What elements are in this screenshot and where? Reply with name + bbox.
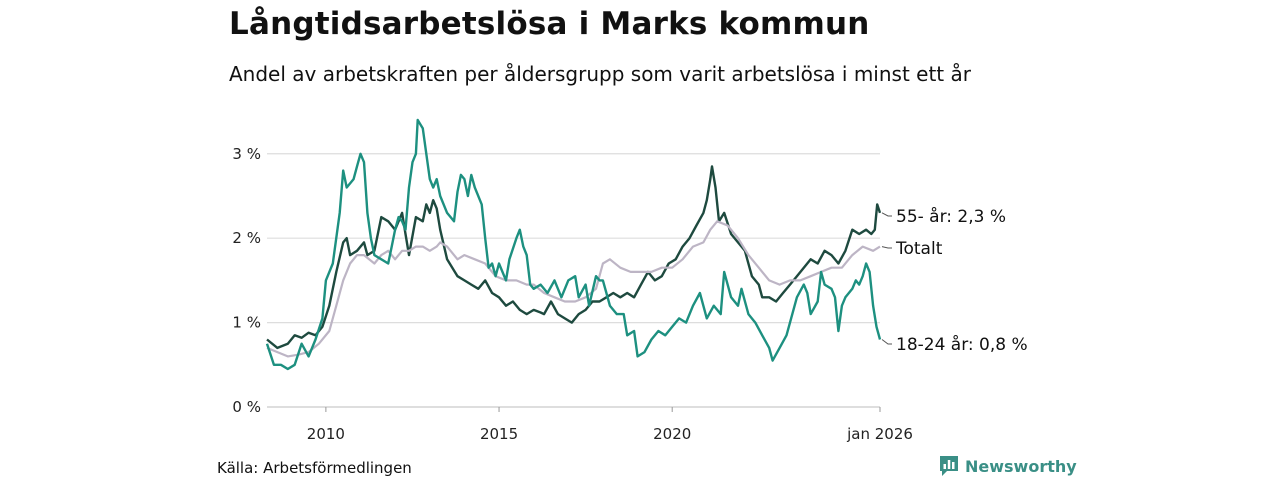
newsworthy-logo-icon <box>940 456 958 476</box>
series-end-label: 18-24 år: 0,8 % <box>896 334 1028 355</box>
series-end-label: 55- år: 2,3 % <box>896 206 1006 227</box>
chart-title: Långtidsarbetslösa i Marks kommun <box>229 6 870 42</box>
brand-logo: Newsworthy <box>939 455 1077 477</box>
y-tick-label: 0 % <box>232 398 261 416</box>
y-tick-label: 3 % <box>232 145 261 163</box>
series-lines <box>265 118 882 371</box>
x-axis: 2010 2015 2020 jan 2026 <box>267 406 913 443</box>
y-tick-label: 1 % <box>232 314 261 332</box>
series-line <box>266 220 881 358</box>
x-tick-label: 2020 <box>653 425 691 443</box>
label-leader-line <box>881 246 892 249</box>
series-end-labels: 55- år: 2,3 % Totalt 18-24 år: 0,8 % <box>881 206 1028 355</box>
x-tick-label: jan 2026 <box>846 425 913 443</box>
series-line <box>265 118 882 371</box>
y-axis-tick-labels: 0 % 1 % 2 % 3 % <box>232 145 261 416</box>
brand-name: Newsworthy <box>965 456 1077 476</box>
source-note: Källa: Arbetsförmedlingen <box>217 459 412 477</box>
label-leader-line <box>881 212 892 217</box>
y-tick-label: 2 % <box>232 229 261 247</box>
x-tick-label: 2015 <box>480 425 518 443</box>
label-leader-line <box>881 339 892 345</box>
x-tick-label: 2010 <box>307 425 345 443</box>
series-line <box>266 165 882 350</box>
chart-subtitle: Andel av arbetskraften per åldersgrupp s… <box>229 62 971 86</box>
series-end-label: Totalt <box>895 239 943 259</box>
